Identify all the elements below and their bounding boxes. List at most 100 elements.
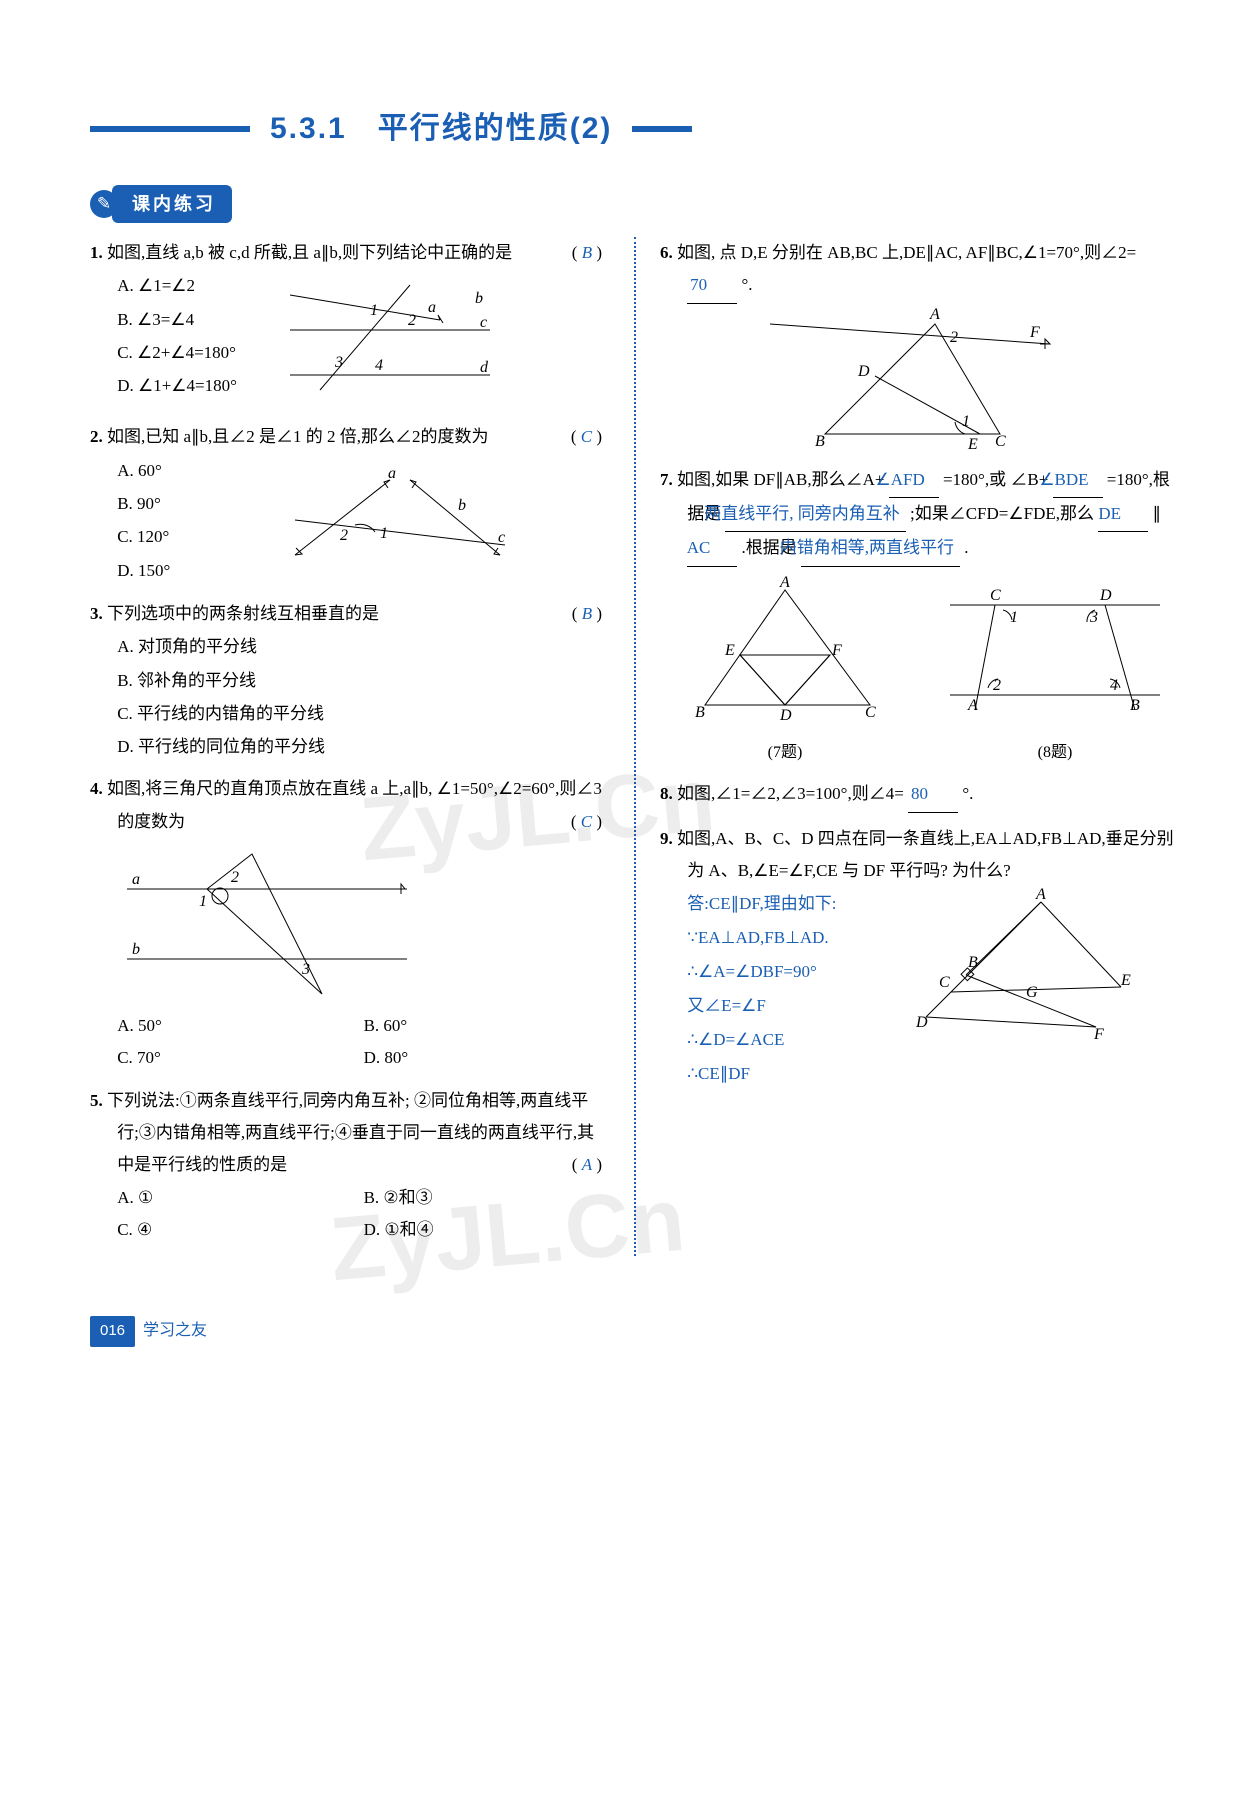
svg-text:2: 2 [408,312,416,329]
q4-optA: A. 50° [117,1010,363,1042]
svg-text:1: 1 [962,413,970,430]
q4-optB: B. 60° [364,1010,610,1042]
question-7: 7. 如图,如果 DF∥AB,那么∠A+ ∠AFD =180°,或 ∠B+ ∠B… [660,464,1180,769]
q4-stem: 如图,将三角尺的直角顶点放在直线 a 上,a∥b, ∠1=50°,∠2=60°,… [107,779,602,830]
svg-text:B: B [968,954,978,971]
proof-l3: ∴∠A=∠DBF=90° [687,955,890,989]
svg-text:2: 2 [231,869,239,886]
page-number: 016 [90,1316,135,1347]
q6-stem-a: 如图, 点 D,E 分别在 AB,BC 上,DE∥AC, AF∥BC,∠1=70… [677,243,1136,262]
q8-stem-b: °. [962,784,973,803]
svg-text:D: D [779,707,792,724]
q6-stem-b: °. [741,275,752,294]
q8-stem-a: 如图,∠1=∠2,∠3=100°,则∠4= [677,784,904,803]
answer-paren: ( B ) [599,598,602,630]
svg-text:A: A [967,697,978,714]
svg-text:b: b [458,497,466,514]
q4-num: 4. [90,779,103,798]
svg-text:E: E [967,436,978,453]
q7-b5: AC [687,532,737,566]
question-6: 6. 如图, 点 D,E 分别在 AB,BC 上,DE∥AC, AF∥BC,∠1… [660,237,1180,454]
right-column: 6. 如图, 点 D,E 分别在 AB,BC 上,DE∥AC, AF∥BC,∠1… [636,237,1180,1256]
q3-optA: A. 对顶角的平分线 [117,631,610,663]
proof-l6: ∴CE∥DF [687,1057,890,1091]
q7-b1: ∠AFD [889,464,939,498]
svg-text:1: 1 [199,893,207,910]
svg-text:C: C [995,433,1006,450]
svg-text:3: 3 [1089,609,1098,626]
q7-p2d: . [964,538,968,557]
q2-answer: C [581,427,592,446]
svg-text:2: 2 [950,329,958,346]
q3-num: 3. [90,604,103,623]
q6-figure: A B C D E F 1 2 [770,304,1070,454]
fig7-caption: (7题) [660,738,910,768]
proof-l4: 又∠E=∠F [687,989,890,1023]
proof-l1: 答:CE∥DF,理由如下: [687,887,890,921]
q2-optA: A. 60° [117,455,270,487]
q7-b6: 内错角相等,两直线平行 [801,532,960,566]
question-3: 3. 下列选项中的两条射线互相垂直的是 ( B ) A. 对顶角的平分线 B. … [90,598,610,763]
svg-text:A: A [929,306,940,323]
q7-b3: 两直线平行, 同旁内角互补 [725,498,905,532]
q9-num: 9. [660,829,673,848]
q2-figure: a b c 1 2 [280,460,510,580]
section-badge: ✎ 课内练习 [90,185,232,223]
svg-text:a: a [388,465,396,482]
q1-figure: a b c d 1 2 3 4 [280,275,500,405]
q7-p1b: =180°,或 ∠B+ [943,470,1048,489]
q2-num: 2. [90,427,103,446]
section-number: 5.3.1 [270,112,347,145]
question-9: 9. 如图,A、B、C、D 四点在同一条直线上,EA⊥AD,FB⊥AD,垂足分别… [660,823,1180,1092]
q3-answer: B [582,604,592,623]
pencil-icon: ✎ [90,190,118,218]
svg-text:G: G [1026,984,1038,1001]
svg-text:1: 1 [380,525,388,542]
q8-figure: C D A B 1 3 2 4 [940,575,1170,725]
q7-p1a: 如图,如果 DF∥AB,那么∠A+ [677,470,884,489]
q7-b4: DE [1098,498,1148,532]
svg-text:C: C [865,704,876,721]
q1-optA: A. ∠1=∠2 [117,270,270,302]
q3-stem: 下列选项中的两条射线互相垂直的是 [107,604,379,623]
q2-stem: 如图,已知 a∥b,且∠2 是∠1 的 2 倍,那么∠2的度数为 [107,427,489,446]
answer-paren: ( B ) [599,237,602,269]
q8-num: 8. [660,784,673,803]
q3-optB: B. 邻补角的平分线 [117,665,610,697]
q2-optD: D. 150° [117,555,270,587]
q9-stem: 如图,A、B、C、D 四点在同一条直线上,EA⊥AD,FB⊥AD,垂足分别为 A… [677,829,1174,880]
svg-text:E: E [724,642,735,659]
svg-text:F: F [1093,1026,1104,1043]
svg-text:a: a [428,299,436,316]
question-4: 4. 如图,将三角尺的直角顶点放在直线 a 上,a∥b, ∠1=50°,∠2=6… [90,773,610,1074]
q7-b2: ∠BDE [1053,464,1103,498]
svg-text:A: A [1035,887,1046,903]
q9-figure: A B C D E F G [906,887,1136,1047]
question-5: 5. 下列说法:①两条直线平行,同旁内角互补; ②同位角相等,两直线平行;③内错… [90,1085,610,1246]
svg-text:c: c [498,529,505,546]
q6-num: 6. [660,243,673,262]
question-8: 8. 如图,∠1=∠2,∠3=100°,则∠4= 80 °. [660,778,1180,812]
fig8-caption: (8题) [930,738,1180,768]
q9-proof: 答:CE∥DF,理由如下: ∵EA⊥AD,FB⊥AD. ∴∠A=∠DBF=90°… [660,887,890,1091]
q7-p2a: ;如果∠CFD=∠FDE,那么 [910,504,1094,523]
left-column: 1. 如图,直线 a,b 被 c,d 所截,且 a∥b,则下列结论中正确的是 (… [90,237,634,1256]
q8-blank1: 80 [908,778,958,812]
badge-text: 课内练习 [112,185,232,223]
title-rule-right [632,126,692,132]
q7-num: 7. [660,470,673,489]
svg-text:D: D [915,1014,928,1031]
section-title-bar: 5.3.1 平行线的性质(2) [90,100,1180,157]
svg-text:F: F [1029,324,1040,341]
q1-num: 1. [90,243,103,262]
svg-text:3: 3 [301,961,310,978]
q5-stem: 下列说法:①两条直线平行,同旁内角互补; ②同位角相等,两直线平行;③内错角相等… [107,1091,594,1175]
svg-text:C: C [939,974,950,991]
svg-text:1: 1 [370,302,378,319]
q1-optD: D. ∠1+∠4=180° [117,370,270,402]
svg-text:a: a [132,871,140,888]
svg-text:c: c [480,314,487,331]
q6-blank1: 70 [687,269,737,303]
q4-answer: C [581,812,592,831]
q4-figure: a b 1 2 3 [117,844,417,1004]
